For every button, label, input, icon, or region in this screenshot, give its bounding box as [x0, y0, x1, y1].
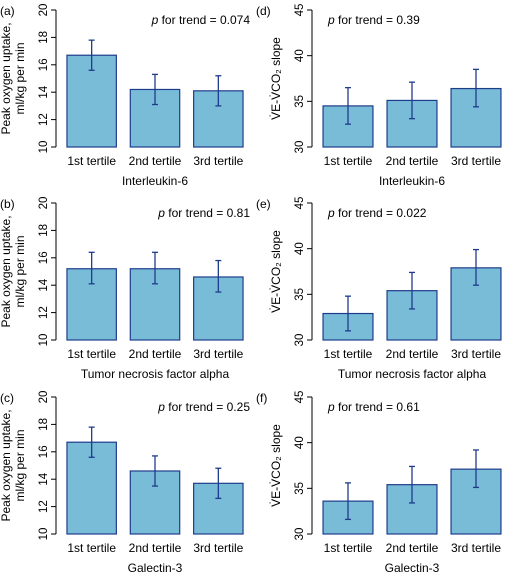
x-tick-label: 1st tertile [67, 154, 116, 168]
y-tick-label: 14 [38, 278, 50, 291]
trend-p-symbol: p [327, 400, 335, 414]
y-tick-label: 40 [294, 242, 306, 255]
trend-text: for trend = 0.074 [158, 13, 250, 27]
y-tick-label: 35 [294, 482, 306, 495]
y-tick-label: 30 [294, 528, 306, 541]
y-tick-label: 40 [294, 436, 306, 449]
y-axis-label: ml/kg per min [13, 429, 27, 501]
trend-text: for trend = 0.022 [335, 206, 427, 220]
y-tick-label: 45 [294, 391, 306, 404]
x-tick-label: 1st tertile [324, 541, 373, 555]
y-tick-label: 20 [38, 4, 50, 17]
x-tick-label: 3rd tertile [193, 347, 243, 361]
x-tick-label: 3rd tertile [451, 347, 501, 361]
y-tick-label: 35 [294, 95, 306, 108]
y-tick-label: 20 [38, 197, 50, 210]
trend-p-symbol: p [151, 13, 159, 27]
x-axis-label: Interleukin-6 [122, 174, 188, 188]
x-tick-label: 2nd tertile [129, 541, 182, 555]
x-tick-label: 3rd tertile [451, 541, 501, 555]
trend-p-symbol: p [327, 13, 335, 27]
chart-panel: (f) 30 35 40 45 V̇E-V̇CO₂ slope 1st tertile 2nd… [256, 391, 502, 575]
y-axis-label: Peak oxygen uptake, [0, 215, 13, 327]
trend-p-symbol: p [327, 206, 335, 220]
trend-p-symbol: p [157, 400, 165, 414]
panel-label: (d) [256, 4, 271, 18]
x-tick-label: 2nd tertile [386, 541, 439, 555]
x-tick-label: 1st tertile [324, 154, 373, 168]
panel-label: (f) [256, 391, 267, 405]
y-axis-label: V̇E-V̇CO₂ slope [269, 37, 283, 120]
y-tick-label: 35 [294, 288, 306, 301]
trend-p-symbol: p [157, 206, 165, 220]
y-tick-label: 14 [38, 472, 50, 485]
y-axis-label: ml/kg per min [13, 235, 27, 307]
bar [450, 468, 502, 535]
y-axis-label: V̇E-V̇CO₂ slope [269, 424, 283, 507]
x-tick-label: 2nd tertile [386, 154, 439, 168]
x-tick-label: 2nd tertile [129, 347, 182, 361]
y-tick-label: 12 [38, 306, 50, 319]
trend-annotation: p for trend = 0.074 [151, 13, 251, 27]
x-tick-label: 1st tertile [67, 541, 116, 555]
y-tick-label: 10 [38, 141, 50, 154]
y-tick-label: 40 [294, 49, 306, 62]
trend-annotation: p for trend = 0.61 [327, 400, 420, 414]
y-tick-label: 10 [38, 528, 50, 541]
panel-label: (b) [0, 197, 15, 211]
x-axis-label: Galectin-3 [128, 561, 183, 575]
y-tick-label: 30 [294, 141, 306, 154]
trend-annotation: p for trend = 0.81 [157, 206, 250, 220]
y-tick-label: 45 [294, 4, 306, 17]
x-axis-label: Galectin-3 [385, 561, 440, 575]
trend-text: for trend = 0.61 [335, 400, 420, 414]
y-tick-label: 16 [38, 251, 50, 264]
y-tick-label: 30 [294, 334, 306, 347]
chart-panel: (a) 10 12 14 16 18 20 Peak oxygen uptake, ml/kg … [0, 4, 250, 188]
chart-panel: (b) 10 12 14 16 18 20 Peak oxygen uptake, ml/kg … [0, 197, 250, 381]
y-tick-label: 18 [38, 224, 50, 237]
x-axis-label: Tumor necrosis factor alpha [338, 367, 487, 381]
y-tick-label: 16 [38, 58, 50, 71]
x-tick-label: 3rd tertile [193, 541, 243, 555]
x-tick-label: 1st tertile [67, 347, 116, 361]
y-tick-label: 18 [38, 418, 50, 431]
trend-annotation: p for trend = 0.39 [327, 13, 420, 27]
y-axis-label: Peak oxygen uptake, [0, 409, 13, 521]
y-tick-label: 20 [38, 391, 50, 404]
y-axis-label: ml/kg per min [13, 42, 27, 114]
trend-text: for trend = 0.25 [165, 400, 250, 414]
y-tick-label: 12 [38, 113, 50, 126]
trend-text: for trend = 0.81 [165, 206, 250, 220]
y-tick-label: 12 [38, 500, 50, 513]
bar [450, 87, 502, 148]
y-axis-label: V̇E-V̇CO₂ slope [269, 230, 283, 313]
panel-label: (c) [0, 391, 14, 405]
x-tick-label: 2nd tertile [129, 154, 182, 168]
y-tick-label: 18 [38, 31, 50, 44]
chart-panel: (c) 10 12 14 16 18 20 Peak oxygen uptake, ml/kg … [0, 391, 250, 575]
x-tick-label: 3rd tertile [451, 154, 501, 168]
x-tick-label: 2nd tertile [386, 347, 439, 361]
chart-panel: (d) 30 35 40 45 V̇E-V̇CO₂ slope 1st tertile 2nd… [256, 4, 502, 188]
x-axis-label: Tumor necrosis factor alpha [81, 367, 230, 381]
y-tick-label: 14 [38, 85, 50, 98]
trend-text: for trend = 0.39 [335, 13, 420, 27]
chart-panel: (e) 30 35 40 45 V̇E-V̇CO₂ slope 1st tertile 2nd… [256, 197, 502, 381]
y-tick-label: 16 [38, 445, 50, 458]
panel-label: (e) [256, 197, 271, 211]
trend-annotation: p for trend = 0.022 [327, 206, 427, 220]
y-tick-label: 10 [38, 334, 50, 347]
x-tick-label: 1st tertile [324, 347, 373, 361]
y-tick-label: 45 [294, 197, 306, 210]
y-axis-label: Peak oxygen uptake, [0, 22, 13, 134]
panel-label: (a) [0, 4, 15, 18]
x-tick-label: 3rd tertile [193, 154, 243, 168]
x-axis-label: Interleukin-6 [379, 174, 445, 188]
trend-annotation: p for trend = 0.25 [157, 400, 250, 414]
